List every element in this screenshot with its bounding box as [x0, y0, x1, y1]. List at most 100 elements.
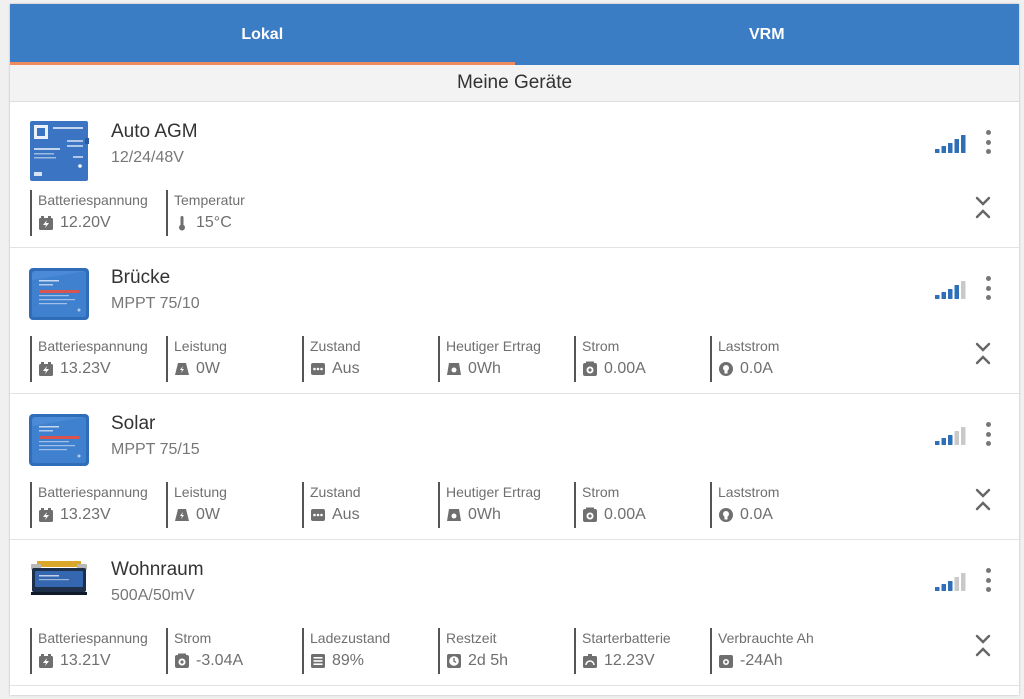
more-options-icon[interactable]: [978, 422, 998, 446]
metric-label: Heutiger Ertrag: [446, 484, 541, 500]
device-name: Brücke: [111, 267, 171, 288]
metric-label: Verbrauchte Ah: [718, 630, 814, 646]
app-window: Lokal VRM Meine Geräte Auto AGM 12/24/48V…: [10, 4, 1019, 695]
bulb-icon: [718, 507, 740, 523]
device-card-bruecke[interactable]: Brücke MPPT 75/10 Batteriespannung 13.23V Le…: [10, 248, 1019, 394]
metric-label: Zustand: [310, 484, 361, 500]
battery-icon: [38, 653, 60, 669]
metric-label: Batteriespannung: [38, 484, 148, 500]
metric-label: Zustand: [310, 338, 361, 354]
metric-value: 0.0A: [718, 506, 779, 524]
metric-label: Strom: [582, 484, 620, 500]
metric-value-text: 0.00A: [604, 506, 646, 523]
tab-lokal[interactable]: Lokal: [10, 4, 515, 65]
metric-restzeit: Restzeit 2d 5h: [438, 628, 508, 674]
metric-heutiger-ertrag: Heutiger Ertrag 0Wh: [438, 482, 541, 528]
metric-value-text: -24Ah: [740, 652, 783, 669]
bmv-shunt-image: [29, 558, 89, 620]
metric-value: 89%: [310, 652, 390, 670]
metric-label: Restzeit: [446, 630, 497, 646]
metric-laststrom: Laststrom 0.0A: [710, 336, 779, 382]
metric-verbrauchte-ah: Verbrauchte Ah -24Ah: [710, 628, 814, 674]
metric-label: Batteriespannung: [38, 630, 148, 646]
device-model: MPPT 75/15: [111, 441, 200, 458]
device-name: Wohnraum: [111, 559, 204, 580]
metric-value-text: 0.00A: [604, 360, 646, 377]
mppt-image: [29, 412, 89, 474]
metric-batteriespannung: Batteriespannung 13.23V: [30, 336, 148, 382]
state-icon: [310, 361, 332, 377]
metric-label: Batteriespannung: [38, 338, 148, 354]
metric-strom: Strom 0.00A: [574, 482, 646, 528]
metric-batteriespannung: Batteriespannung 13.21V: [30, 628, 148, 674]
metric-value: 0Wh: [446, 506, 541, 524]
battery-icon: [38, 507, 60, 523]
metric-label: Leistung: [174, 338, 227, 354]
metric-label: Leistung: [174, 484, 227, 500]
metric-value: 13.21V: [38, 652, 148, 670]
metric-value: 12.23V: [582, 652, 671, 670]
tab-bar: Lokal VRM: [10, 4, 1019, 65]
metric-value: 15°C: [174, 214, 245, 232]
metric-ladezustand: Ladezustand 89%: [302, 628, 390, 674]
device-card-auto-agm[interactable]: Auto AGM 12/24/48V Batteriespannung 12.20V T…: [10, 102, 1019, 248]
metrics-row: Batteriespannung 13.23V Leistung 0W Zustand A…: [30, 336, 790, 382]
signal-strength-icon: [935, 426, 967, 445]
device-name: Auto AGM: [111, 121, 198, 142]
metric-value: 13.23V: [38, 360, 148, 378]
metric-zustand: Zustand Aus: [302, 482, 361, 528]
device-card-solar[interactable]: Solar MPPT 75/15 Batteriespannung 13.23V Lei…: [10, 394, 1019, 540]
metric-leistung: Leistung 0W: [166, 482, 227, 528]
metric-value-text: Aus: [332, 360, 360, 377]
expand-collapse-icon[interactable]: [973, 485, 993, 515]
expand-collapse-icon[interactable]: [973, 193, 993, 223]
metric-value: 0W: [174, 360, 227, 378]
more-options-icon[interactable]: [978, 568, 998, 592]
metric-value-text: 13.23V: [60, 360, 111, 377]
expand-collapse-icon[interactable]: [973, 631, 993, 661]
metric-value: 0.00A: [582, 360, 646, 378]
current-icon: [582, 361, 604, 377]
metric-label: Starterbatterie: [582, 630, 671, 646]
metric-value-text: 89%: [332, 652, 365, 669]
metric-value: 0.00A: [582, 506, 646, 524]
metric-strom: Strom -3.04A: [166, 628, 243, 674]
signal-strength-icon: [935, 280, 967, 299]
metric-value-text: 0.0A: [740, 506, 773, 523]
metric-value: 0W: [174, 506, 227, 524]
yield-icon: [446, 507, 468, 523]
more-options-icon[interactable]: [978, 130, 998, 154]
more-options-icon[interactable]: [978, 276, 998, 300]
metric-temperatur: Temperatur 15°C: [166, 190, 245, 236]
soc-icon: [310, 653, 332, 669]
metric-value-text: 12.20V: [60, 214, 111, 231]
expand-collapse-icon[interactable]: [973, 339, 993, 369]
metric-leistung: Leistung 0W: [166, 336, 227, 382]
metric-value: 0Wh: [446, 360, 541, 378]
mppt-image: [29, 266, 89, 328]
device-card-wohnraum[interactable]: Wohnraum 500A/50mV Batteriespannung 13.21V S…: [10, 540, 1019, 686]
metric-value-text: 0W: [196, 506, 220, 523]
metric-label: Heutiger Ertrag: [446, 338, 541, 354]
tab-vrm[interactable]: VRM: [748, 25, 785, 43]
metric-value: Aus: [310, 506, 361, 524]
device-model: 12/24/48V: [111, 149, 184, 166]
section-title: Meine Geräte: [10, 65, 1019, 102]
metric-batteriespannung: Batteriespannung 13.23V: [30, 482, 148, 528]
metric-value-text: Aus: [332, 506, 360, 523]
signal-strength-icon: [935, 134, 967, 153]
metric-label: Ladezustand: [310, 630, 391, 646]
metric-value-text: 2d 5h: [468, 652, 509, 669]
device-model: MPPT 75/10: [111, 295, 200, 312]
metric-label: Laststrom: [718, 338, 780, 354]
metrics-row: Batteriespannung 13.23V Leistung 0W Zustand A…: [30, 482, 790, 528]
starter-battery-icon: [582, 653, 604, 669]
clock-icon: [446, 653, 468, 669]
metric-value: -24Ah: [718, 652, 814, 670]
metric-value-text: 0W: [196, 360, 220, 377]
signal-strength-icon: [935, 572, 967, 591]
metric-value: 2d 5h: [446, 652, 508, 670]
metric-value-text: 15°C: [196, 214, 232, 231]
yield-icon: [446, 361, 468, 377]
metric-strom: Strom 0.00A: [574, 336, 646, 382]
